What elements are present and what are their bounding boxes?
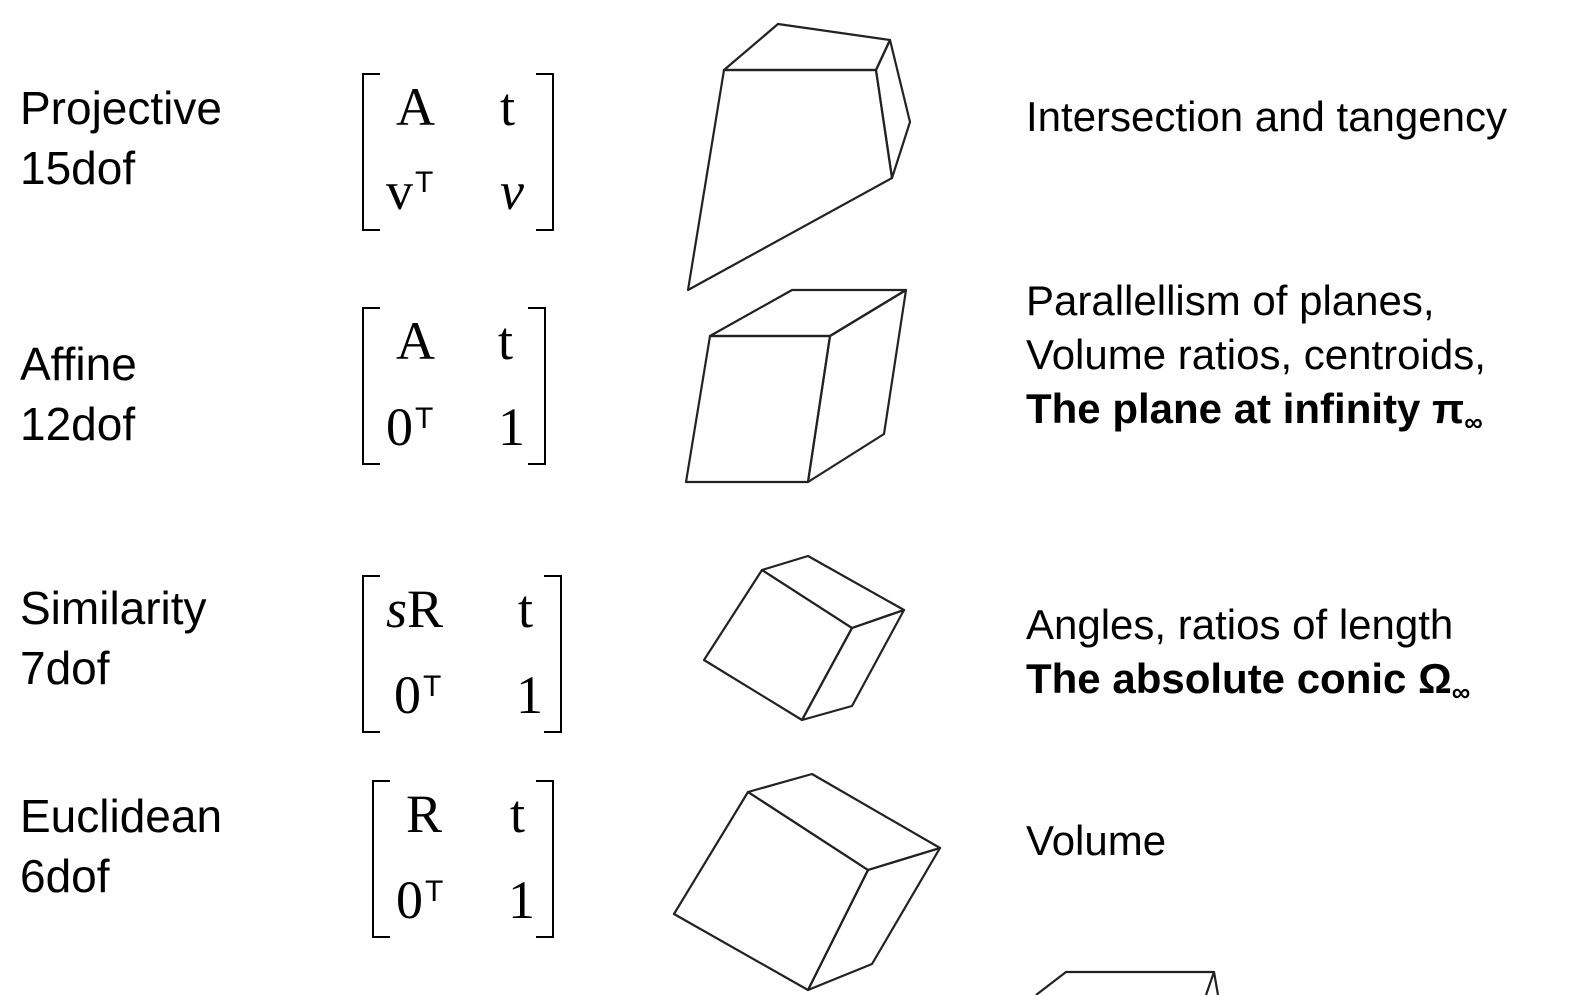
property-line: Volume <box>1026 817 1167 864</box>
transform-dof: 6dof <box>20 850 110 902</box>
matrix-cell-bottom-left: vT <box>386 161 434 221</box>
matrix-cell-bottom-left: 0T <box>394 665 442 725</box>
property-line: Intersection and tangency <box>1026 93 1507 140</box>
matrix-right-bracket <box>544 575 562 733</box>
transform-dof: 12dof <box>20 398 136 450</box>
matrix-cell-top-right: t <box>510 784 526 844</box>
matrix-cell-top-left: A <box>396 311 435 371</box>
property-line-bold: The plane at infinity π∞ <box>1026 385 1483 437</box>
transform-name: Similarity <box>20 582 207 634</box>
projective-matrix: A t vT v <box>362 73 554 231</box>
matrix-left-bracket <box>362 73 380 231</box>
transform-name: Euclidean <box>20 790 223 842</box>
affine-shape <box>680 284 920 494</box>
euclidean-label: Euclidean 6dof <box>20 786 222 906</box>
matrix-cell-bottom-right: 1 <box>508 870 535 930</box>
transform-name: Affine <box>20 338 137 390</box>
matrix-cell-bottom-right: 1 <box>498 397 525 457</box>
partial-shape <box>1030 966 1230 995</box>
matrix-cell-bottom-right: v <box>500 161 524 221</box>
matrix-cell-top-left: sR <box>386 579 444 639</box>
similarity-label: Similarity 7dof <box>20 578 207 698</box>
similarity-shape <box>696 550 916 730</box>
matrix-cell-top-right: t <box>498 311 514 371</box>
projective-properties: Intersection and tangency <box>1026 90 1507 144</box>
property-line-bold: The absolute conic Ω∞ <box>1026 655 1471 707</box>
matrix-cell-bottom-right: 1 <box>516 665 543 725</box>
transform-name: Projective <box>20 82 222 134</box>
projective-label: Projective 15dof <box>20 78 222 198</box>
transform-dof: 7dof <box>20 642 110 694</box>
matrix-left-bracket <box>362 575 380 733</box>
matrix-right-bracket <box>536 73 554 231</box>
property-line: Parallellism of planes, <box>1026 277 1435 324</box>
matrix-cell-top-left: A <box>396 77 435 137</box>
matrix-left-bracket <box>372 780 390 938</box>
euclidean-matrix: R t 0T 1 <box>372 780 554 938</box>
similarity-matrix: sR t 0T 1 <box>362 575 562 733</box>
matrix-cell-bottom-left: 0T <box>386 397 434 457</box>
affine-matrix: A t 0T 1 <box>362 307 546 465</box>
matrix-right-bracket <box>536 780 554 938</box>
euclidean-shape <box>668 768 948 995</box>
property-line: Volume ratios, centroids, <box>1026 331 1486 378</box>
transform-dof: 15dof <box>20 142 136 194</box>
matrix-cell-top-right: t <box>500 77 516 137</box>
matrix-right-bracket <box>528 307 546 465</box>
matrix-cell-top-right: t <box>518 579 534 639</box>
euclidean-properties: Volume <box>1026 814 1166 868</box>
matrix-left-bracket <box>362 307 380 465</box>
affine-label: Affine 12dof <box>20 334 137 454</box>
property-line: Angles, ratios of length <box>1026 601 1454 648</box>
affine-properties: Parallellism of planes, Volume ratios, c… <box>1026 274 1486 441</box>
matrix-cell-bottom-left: 0T <box>396 870 444 930</box>
matrix-cell-top-left: R <box>406 784 443 844</box>
similarity-properties: Angles, ratios of length The absolute co… <box>1026 598 1470 711</box>
projective-shape <box>680 18 920 298</box>
